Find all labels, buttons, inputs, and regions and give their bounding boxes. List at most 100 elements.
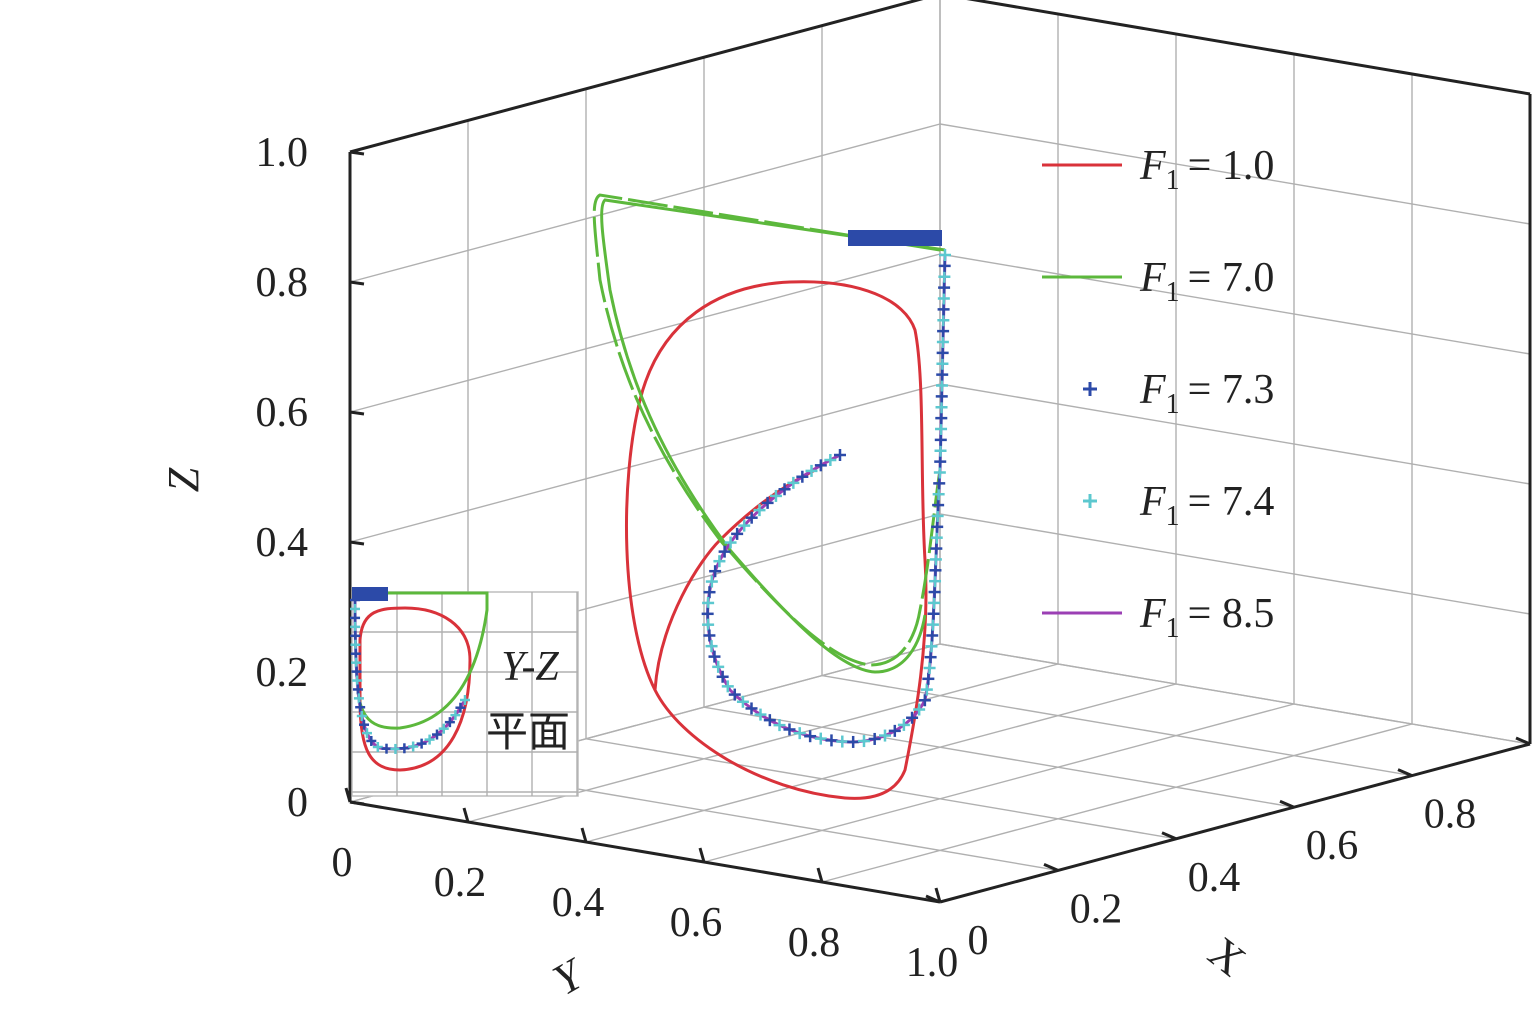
x-tick-mark (1397, 768, 1413, 777)
y-tick-mark (816, 867, 824, 883)
series-f1-7-3-marker (718, 545, 731, 558)
inset-marker (355, 702, 366, 713)
legend-item: F1 = 7.4 (1083, 479, 1274, 532)
series-f1-8-5-curve (706, 254, 947, 744)
series-f1-7-4-marker (920, 683, 933, 696)
legend-item: F1 = 7.3 (1083, 367, 1274, 420)
series-f1-7-3-marker (701, 607, 714, 620)
series-f1-7-4-marker (928, 596, 941, 609)
series-f1-1-0-curve (625, 280, 928, 800)
y-tick-label: 0.8 (788, 920, 841, 966)
z-tick-label: 0.8 (256, 260, 309, 306)
series-f1-7-4-marker (934, 444, 947, 457)
series-f1-7-4-marker (724, 536, 737, 549)
series-f1-7-4-marker (814, 732, 827, 745)
series-f1-7-4-marker (930, 531, 943, 544)
series-f1-7-4-marker (925, 640, 938, 653)
series-f1-7-4-marker (931, 509, 944, 522)
y-tick-label: 0.2 (434, 860, 487, 906)
inset-marker (390, 743, 401, 754)
inset-marker (444, 717, 455, 728)
series-f1-7-3-marker (847, 735, 860, 748)
series-f1-7-4-marker (933, 466, 946, 479)
z-tick-label: 0.6 (256, 390, 309, 436)
series-f1-7-4-marker (936, 357, 949, 370)
y-tick-label: 0 (332, 840, 353, 886)
grid-line (585, 683, 1177, 843)
grid-line (821, 723, 1413, 883)
y-axis-title: Y (545, 948, 595, 1005)
series-f1-7-3-marker (868, 732, 881, 745)
inset-marker (438, 723, 449, 734)
series-f1-7-3-marker (918, 694, 931, 707)
yz-plane-inset: Y-Z 平面 (350, 587, 579, 797)
inset-marker (350, 603, 361, 614)
legend-swatch (1083, 382, 1097, 396)
grid-line (585, 738, 1177, 840)
grid-line (349, 253, 941, 413)
series-f1-7-3-marker (936, 368, 949, 381)
legend-label: F1 = 1.0 (1139, 143, 1274, 196)
inset-marker (352, 675, 363, 686)
series-f1-7-3-marker (728, 688, 741, 701)
grid-line (939, 513, 1531, 615)
series-f1-7-4-marker (913, 703, 926, 716)
y-tick-mark (698, 847, 706, 863)
z-tick-mark (349, 410, 365, 416)
series-f1-7-3-marker (929, 564, 942, 577)
series-f1-7-4-marker (939, 249, 951, 261)
series-f1-7-3-marker (716, 670, 729, 683)
inset-marker (460, 695, 470, 705)
axis-line (349, 0, 924, 154)
series-f1-7-3-marker (935, 412, 948, 425)
y-tick-label: 0.6 (670, 900, 723, 946)
z-tick-label: 0 (287, 780, 308, 826)
series-f1-7-4-marker (935, 401, 948, 414)
series-f1-7-3-marker (745, 702, 758, 715)
series-f1-7-3-marker (935, 390, 948, 403)
series-f1-7-4-marker (897, 718, 910, 731)
legend-item: F1 = 7.0 (1042, 255, 1274, 308)
legend-label: F1 = 7.3 (1139, 367, 1274, 420)
x-tick-mark (1515, 736, 1531, 746)
series-f1-7-3-marker (928, 586, 941, 599)
series-f1-7-4-marker (878, 729, 891, 742)
trajectory-curves (592, 193, 951, 800)
series-f1-7-4-marker (857, 735, 870, 748)
series-f1-7-3-marker (927, 607, 940, 620)
series-f1-7-3-marker (814, 459, 827, 472)
inset-marker (350, 595, 360, 605)
z-axis-title: Z (159, 467, 208, 492)
axis-line (966, 0, 1531, 96)
y-tick-mark (344, 787, 352, 803)
series-f1-7-3-marker (933, 477, 946, 490)
series-f1-7-4-marker (738, 519, 751, 532)
inset-marker (350, 639, 361, 650)
inset-marker (399, 743, 410, 754)
series-f1-7-4-marker (769, 489, 782, 502)
series-f1-7-3-marker (709, 565, 722, 578)
inset-marker (350, 612, 361, 623)
series-f1-7-3-marker (926, 629, 939, 642)
series-f1-7-3-marker (924, 651, 937, 664)
series-f1-7-4-marker (705, 640, 718, 653)
series-f1-7-4-marker (923, 662, 936, 675)
grid-line (939, 643, 1531, 745)
grid-line (703, 706, 1295, 808)
x-axis-title: X (1199, 927, 1254, 985)
series-f1-7-4-marker (712, 660, 725, 673)
axes (344, 0, 1532, 904)
inset-marker (450, 710, 461, 721)
series-f1-7-3-marker (938, 281, 951, 294)
series-f1-7-4-marker (932, 488, 945, 501)
series-f1-7-4-marker (935, 423, 948, 436)
inset-f1-1-0-curve (358, 606, 472, 772)
series-f1-7-4-marker (938, 270, 951, 283)
series-f1-7-3-marker (708, 650, 721, 663)
series-f1-7-3-marker (931, 520, 944, 533)
z-tick-label: 1.0 (256, 130, 309, 176)
legend-label: F1 = 7.4 (1139, 479, 1274, 532)
inset-marker (356, 711, 367, 722)
series-f1-7-3-marker (745, 511, 758, 524)
series-f1-7-3-marker (703, 586, 716, 599)
